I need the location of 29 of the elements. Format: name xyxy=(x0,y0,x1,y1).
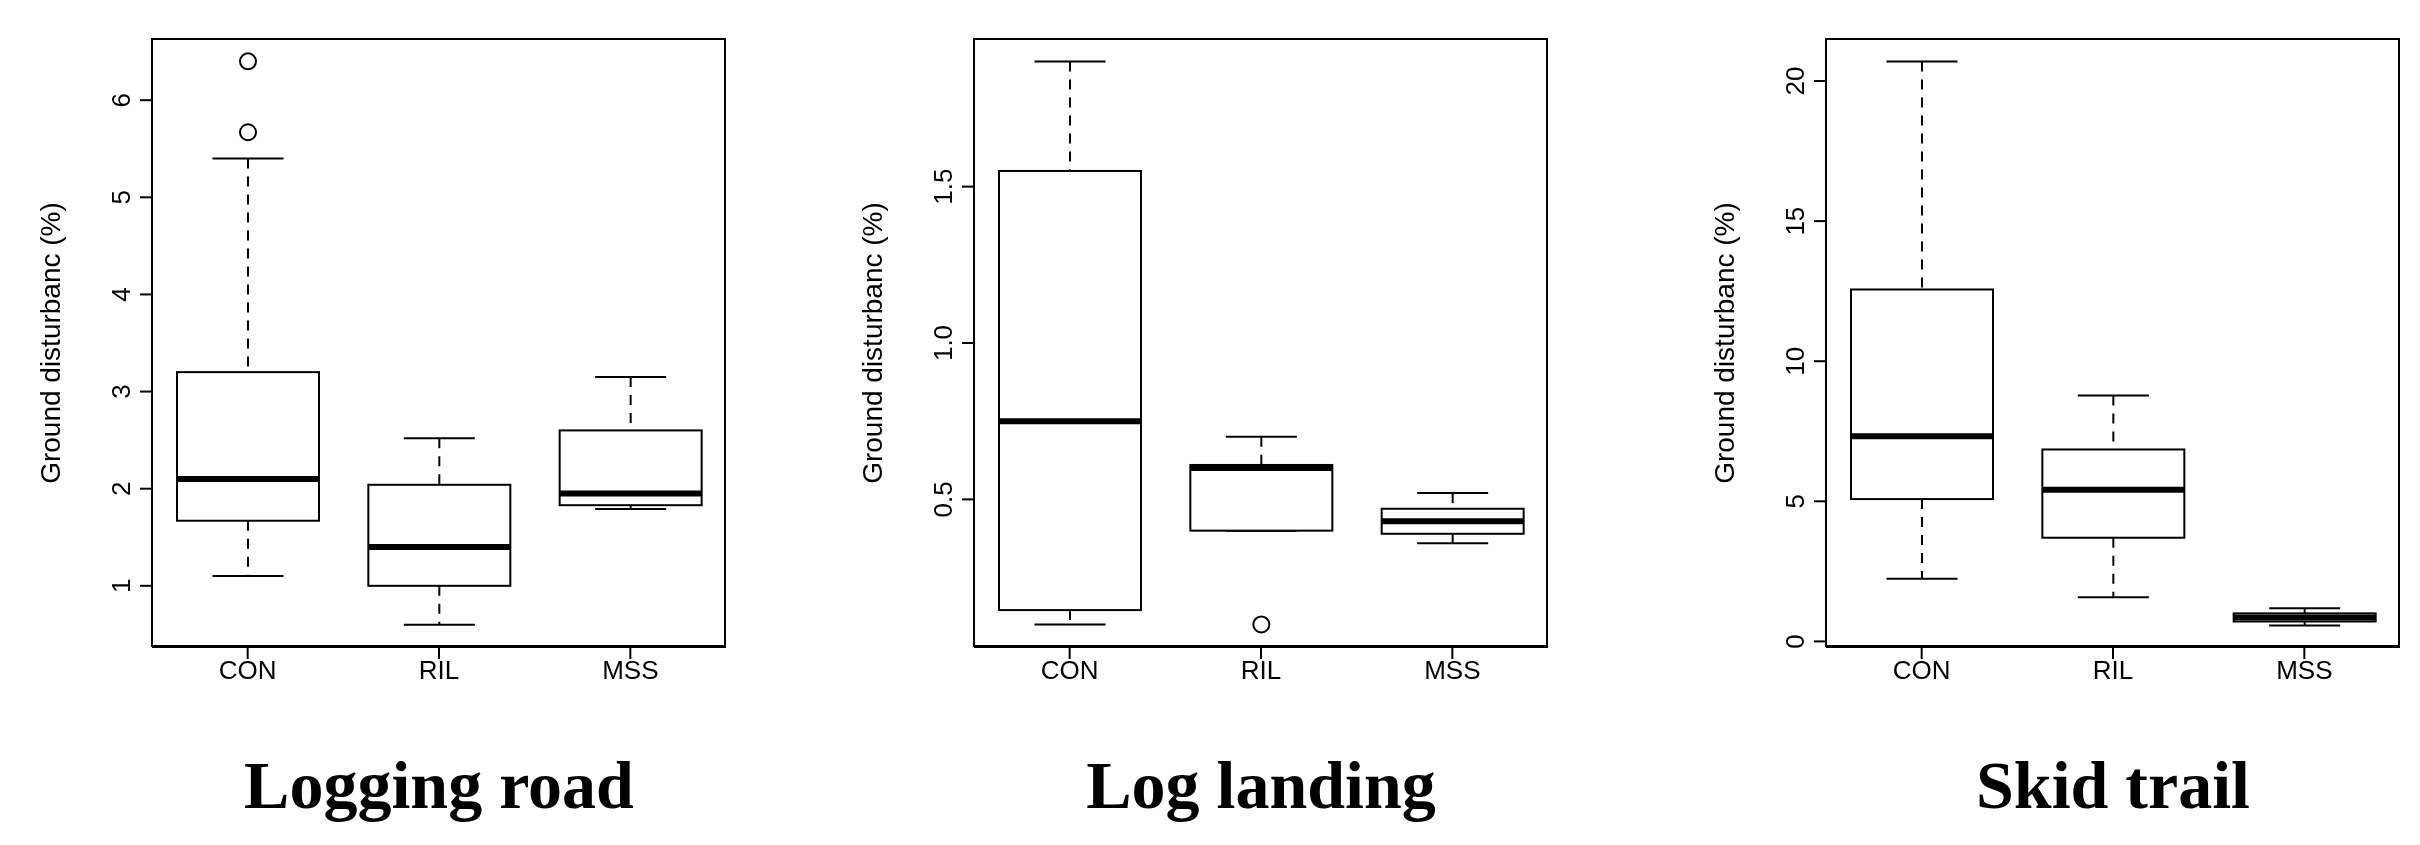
y-tick-label: 5 xyxy=(1780,494,1810,509)
y-tick-label: 2 xyxy=(106,481,136,496)
x-tick-label: MSS xyxy=(2276,655,2333,686)
y-axis-title: Ground disturbanc (%) xyxy=(856,202,888,484)
y-axis-title: Ground disturbanc (%) xyxy=(34,202,66,484)
y-tick-label: 3 xyxy=(106,384,136,399)
text: Skid trail xyxy=(1975,746,2251,825)
x-tick-label: MSS xyxy=(602,655,659,686)
y-axis-title: Ground disturbanc (%) xyxy=(1708,202,1740,484)
x-tick-label: MSS xyxy=(1424,655,1481,686)
y-tick-label: 20 xyxy=(1780,66,1810,96)
x-tick-label: CON xyxy=(1892,655,1951,686)
y-tick-label: 0.5 xyxy=(928,481,958,518)
y-tick-label: 1 xyxy=(106,578,136,594)
y-tick-label: 6 xyxy=(106,92,136,108)
y-tick-label: 1.5 xyxy=(928,168,958,205)
x-tick-label: RIL xyxy=(1240,655,1282,686)
x-tick-label: RIL xyxy=(418,655,460,686)
text: Log landing xyxy=(1085,746,1437,825)
x-tick-label: RIL xyxy=(2092,655,2134,686)
y-tick-label: 0 xyxy=(1780,634,1810,649)
x-tick-label: CON xyxy=(218,655,277,686)
y-tick-label: 15 xyxy=(1780,206,1810,236)
y-tick-label: 4 xyxy=(106,287,136,302)
y-tick-label: 1.0 xyxy=(928,324,958,362)
y-tick-label: 5 xyxy=(106,190,136,205)
text: Logging road xyxy=(243,746,635,825)
x-tick-label: CON xyxy=(1040,655,1099,686)
y-tick-label: 10 xyxy=(1780,346,1810,376)
